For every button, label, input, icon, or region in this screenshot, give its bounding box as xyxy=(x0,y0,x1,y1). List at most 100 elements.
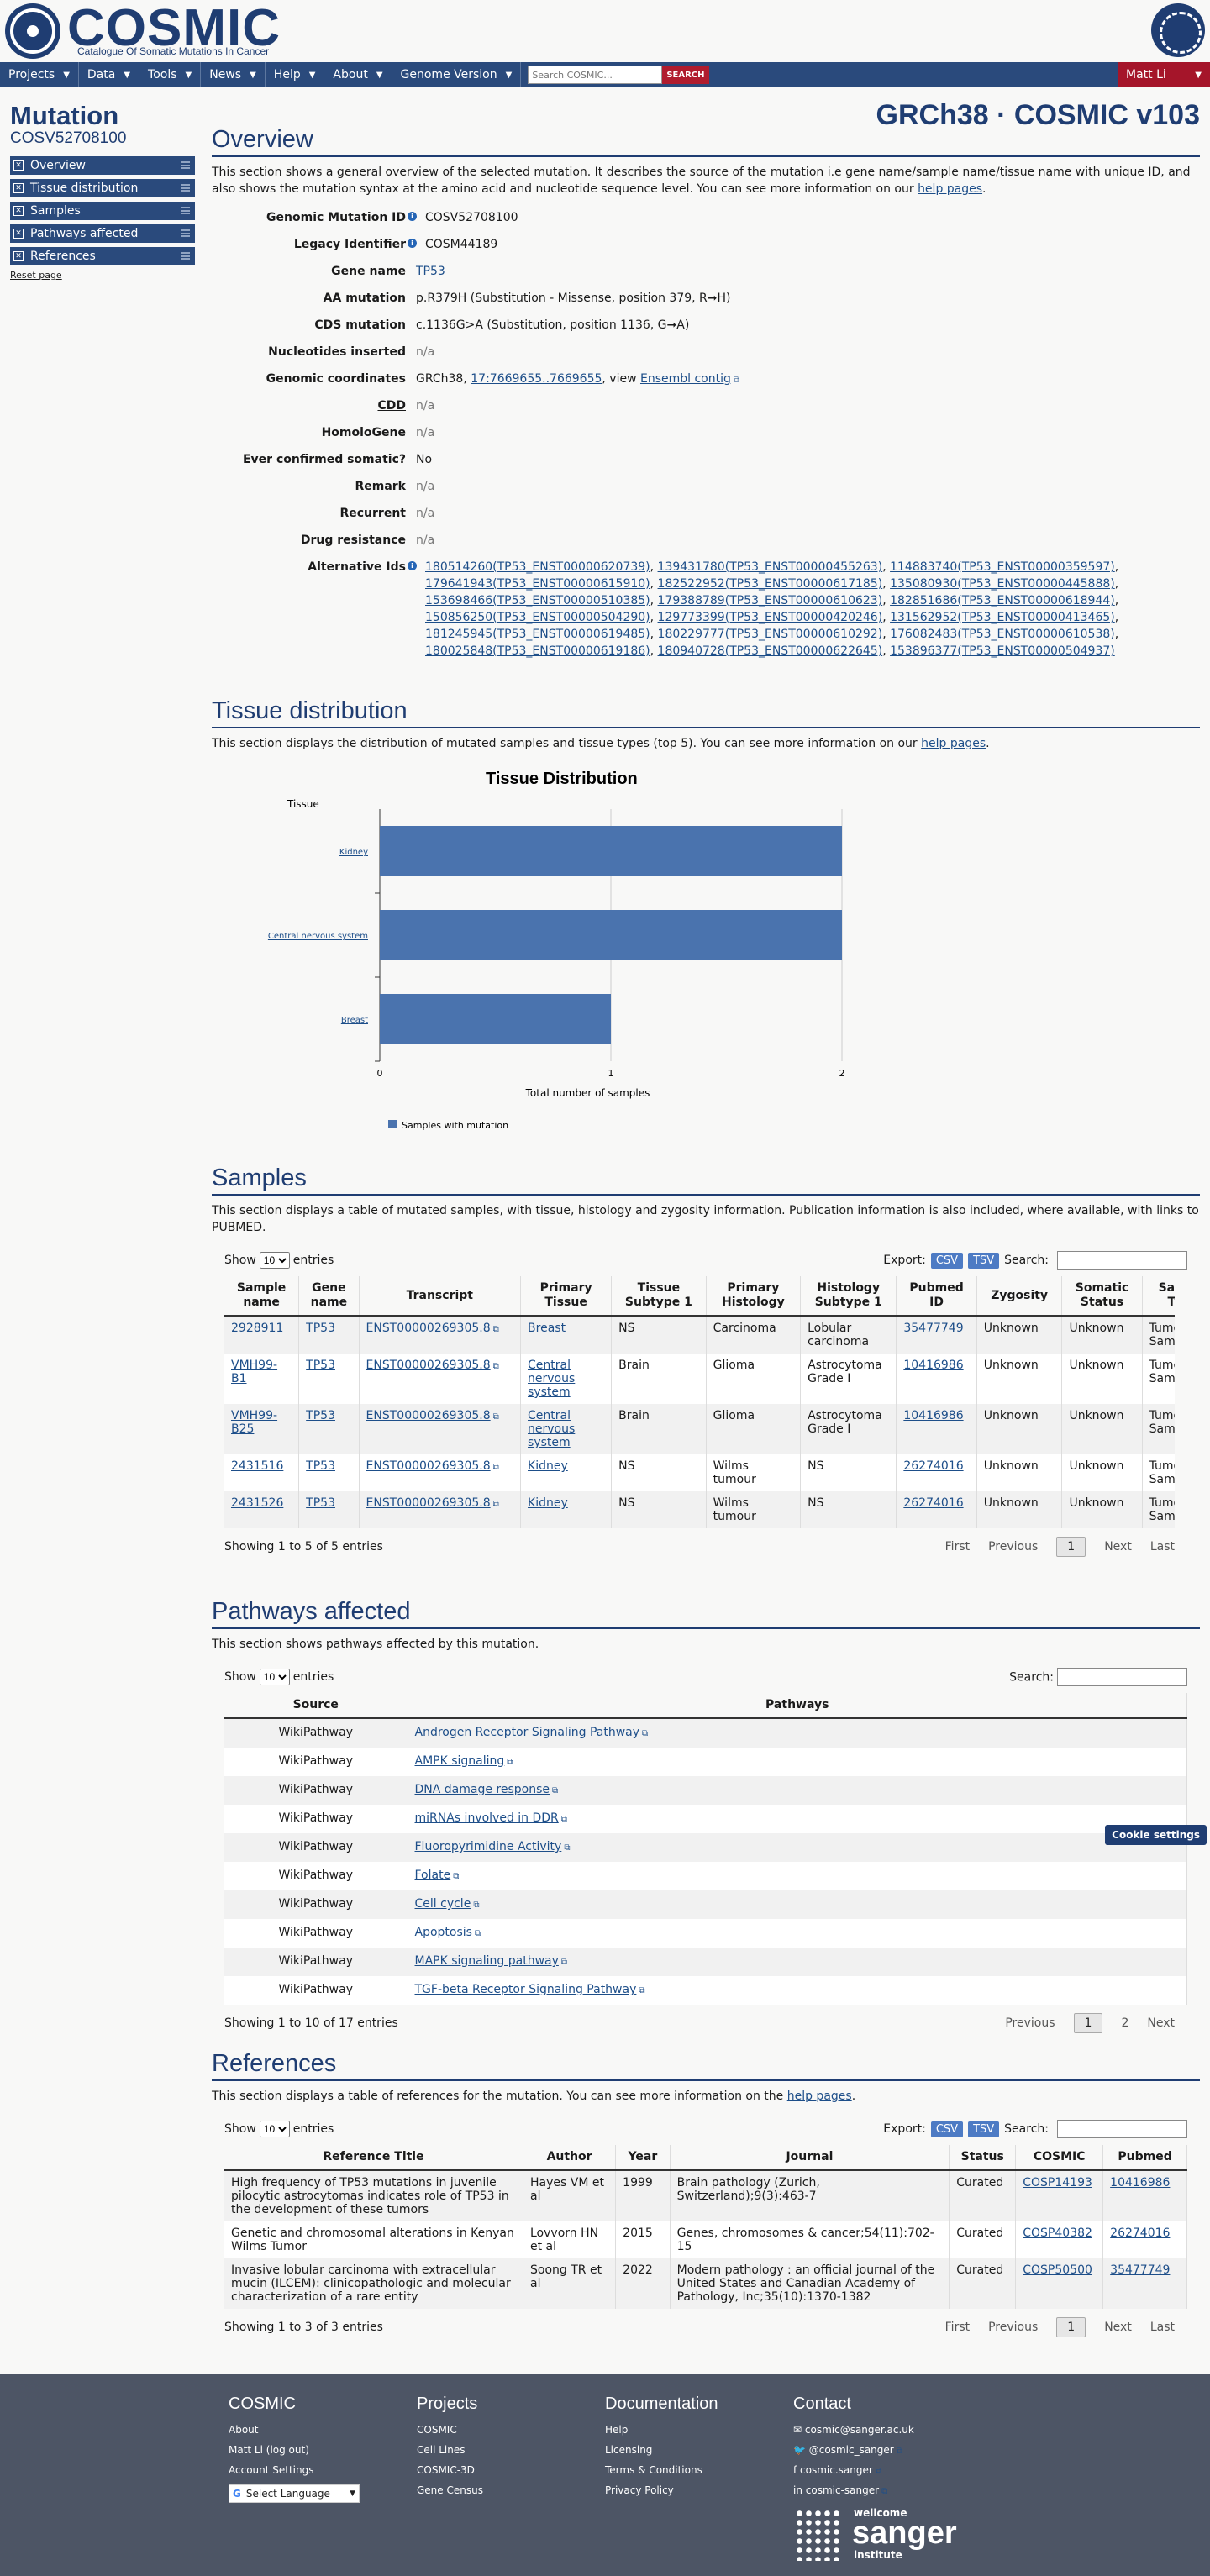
sidebar-item-tissue-distribution[interactable]: ✕ Tissue distribution xyxy=(10,179,195,197)
ensembl-link[interactable]: Ensembl contig xyxy=(640,372,739,386)
page-first[interactable]: First xyxy=(944,1540,971,1553)
drag-handle-icon[interactable] xyxy=(182,229,190,237)
help-link[interactable]: help pages xyxy=(918,182,983,196)
column-header[interactable]: Pubmed ID xyxy=(896,1276,977,1317)
column-header[interactable]: Author xyxy=(523,2145,617,2171)
column-header[interactable]: Pathways xyxy=(408,1693,1187,1719)
search-input[interactable] xyxy=(528,66,663,84)
footer-link-logout[interactable]: Matt Li (log out) xyxy=(229,2444,309,2456)
cell-link[interactable]: TP53 xyxy=(306,1359,335,1372)
footer-link-privacy[interactable]: Privacy Policy xyxy=(605,2484,674,2496)
site-logo[interactable]: COSMIC xyxy=(67,0,281,57)
cell-link[interactable]: ENST00000269305.8 xyxy=(366,1359,499,1372)
footer-link-account[interactable]: Account Settings xyxy=(229,2464,314,2476)
column-header[interactable]: Journal xyxy=(670,2145,950,2171)
cookie-settings-button[interactable]: Cookie settings xyxy=(1105,1825,1207,1845)
bar-kidney[interactable] xyxy=(380,826,842,876)
alt-id-link[interactable]: 179641943(TP53_ENST00000615910) xyxy=(425,577,650,591)
cell-link[interactable]: ENST00000269305.8 xyxy=(366,1409,499,1422)
cell-link[interactable]: ENST00000269305.8 xyxy=(366,1496,499,1510)
page-first[interactable]: First xyxy=(944,2321,971,2334)
cell-link[interactable]: Central nervous system xyxy=(528,1359,576,1399)
cell-link[interactable]: COSP50500 xyxy=(1023,2263,1092,2277)
pathway-link[interactable]: MAPK signaling pathway xyxy=(415,1954,568,1968)
references-search-input[interactable] xyxy=(1057,2120,1187,2138)
pathway-link[interactable]: miRNAs involved in DDR xyxy=(415,1811,567,1825)
y-tick-label[interactable]: Breast xyxy=(341,1016,368,1025)
alt-id-link[interactable]: 180025848(TP53_ENST00000619186) xyxy=(425,644,650,658)
column-header[interactable]: Gene name xyxy=(298,1276,360,1317)
alt-id-link[interactable]: 182522952(TP53_ENST00000617185) xyxy=(657,577,883,591)
page-length-select[interactable]: 10 xyxy=(259,1669,290,1685)
page-last[interactable]: Last xyxy=(1150,2321,1175,2334)
page-1[interactable]: 1 xyxy=(1073,2013,1103,2033)
cell-link[interactable]: Central nervous system xyxy=(528,1409,576,1449)
pathway-link[interactable]: Folate xyxy=(415,1869,460,1882)
sidebar-item-references[interactable]: ✕ References xyxy=(10,247,195,265)
y-tick-label[interactable]: Central nervous system xyxy=(268,932,368,941)
page-length-select[interactable]: 10 xyxy=(259,1252,290,1269)
pathway-link[interactable]: AMPK signaling xyxy=(415,1754,513,1768)
cell-link[interactable]: VMH99-B1 xyxy=(231,1359,278,1385)
nav-news[interactable]: News ▼ xyxy=(201,62,266,87)
drag-handle-icon[interactable] xyxy=(182,161,190,169)
column-header[interactable]: Transcript xyxy=(359,1276,522,1317)
column-header[interactable]: COSMIC xyxy=(1015,2145,1104,2171)
footer-link-cosmic-3d[interactable]: COSMIC-3D xyxy=(417,2464,475,2476)
page-previous[interactable]: Previous xyxy=(988,1540,1039,1553)
column-header[interactable]: Primary Histology xyxy=(706,1276,802,1317)
column-header[interactable]: Sample Type xyxy=(1142,1276,1175,1317)
footer-link-help[interactable]: Help xyxy=(605,2424,629,2436)
column-header[interactable]: Sample name xyxy=(224,1276,300,1317)
column-header[interactable]: Pubmed xyxy=(1102,2145,1187,2171)
column-header[interactable]: Reference Title xyxy=(224,2145,523,2171)
help-link[interactable]: help pages xyxy=(921,737,986,750)
cell-link[interactable]: ENST00000269305.8 xyxy=(366,1322,499,1335)
bar-breast[interactable] xyxy=(380,994,611,1044)
alt-id-link[interactable]: 180514260(TP53_ENST00000620739) xyxy=(425,560,650,574)
footer-link-twitter[interactable]: 🐦 @cosmic_sanger xyxy=(793,2444,914,2456)
page-last[interactable]: Last xyxy=(1150,1540,1175,1553)
page-length-select[interactable]: 10 xyxy=(259,2121,290,2137)
cell-link[interactable]: 10416986 xyxy=(903,1359,964,1372)
info-icon[interactable]: i xyxy=(408,239,417,248)
pathway-link[interactable]: TGF-beta Receptor Signaling Pathway xyxy=(415,1983,645,1996)
alt-id-link[interactable]: 139431780(TP53_ENST00000455263) xyxy=(657,560,883,574)
sidebar-item-overview[interactable]: ✕ Overview xyxy=(10,156,195,175)
nav-genome-version[interactable]: Genome Version ▼ xyxy=(392,62,522,87)
pathway-link[interactable]: Cell cycle xyxy=(415,1897,480,1911)
page-1[interactable]: 1 xyxy=(1056,1537,1086,1557)
column-header[interactable]: Source xyxy=(224,1693,408,1719)
alt-id-link[interactable]: 182851686(TP53_ENST00000618944) xyxy=(890,594,1115,607)
alt-id-link[interactable]: 153698466(TP53_ENST00000510385) xyxy=(425,594,650,607)
drag-handle-icon[interactable] xyxy=(182,184,190,192)
footer-link-cell-lines[interactable]: Cell Lines xyxy=(417,2444,466,2456)
column-header[interactable]: Year xyxy=(615,2145,671,2171)
cell-link[interactable]: VMH99-B25 xyxy=(231,1409,278,1436)
cell-link[interactable]: Breast xyxy=(528,1322,566,1335)
page-2[interactable]: 2 xyxy=(1121,2016,1129,2030)
cell-link[interactable]: COSP40382 xyxy=(1023,2226,1092,2240)
sanger-logo-icon[interactable] xyxy=(1151,3,1205,57)
footer-link-about[interactable]: About xyxy=(229,2424,259,2436)
language-select[interactable]: G Select Language ▼ xyxy=(229,2484,360,2503)
pathways-search-input[interactable] xyxy=(1057,1668,1187,1686)
cell-link[interactable]: TP53 xyxy=(306,1496,335,1510)
cell-link[interactable]: 2431516 xyxy=(231,1459,284,1473)
coordinates-link[interactable]: 17:7669655..7669655 xyxy=(471,372,602,386)
wellcome-sanger-logo[interactable]: wellcome sanger institute xyxy=(795,2505,980,2566)
sidebar-item-samples[interactable]: ✕ Samples xyxy=(10,202,195,220)
gene-link[interactable]: TP53 xyxy=(416,265,445,278)
pathway-link[interactable]: DNA damage response xyxy=(415,1783,559,1796)
footer-link-facebook[interactable]: f cosmic.sanger xyxy=(793,2464,914,2476)
export-tsv-button[interactable]: TSV xyxy=(968,1252,1000,1269)
cell-link[interactable]: COSP14193 xyxy=(1023,2176,1092,2190)
column-header[interactable]: Primary Tissue xyxy=(520,1276,613,1317)
close-icon[interactable]: ✕ xyxy=(13,251,24,261)
export-tsv-button[interactable]: TSV xyxy=(968,2121,1000,2137)
column-header[interactable]: Somatic Status xyxy=(1061,1276,1143,1317)
cosmic-logo-icon[interactable] xyxy=(5,3,60,59)
cell-link[interactable]: 26274016 xyxy=(903,1496,964,1510)
cell-link[interactable]: TP53 xyxy=(306,1409,335,1422)
footer-link-email[interactable]: ✉ cosmic@sanger.ac.uk xyxy=(793,2424,914,2436)
